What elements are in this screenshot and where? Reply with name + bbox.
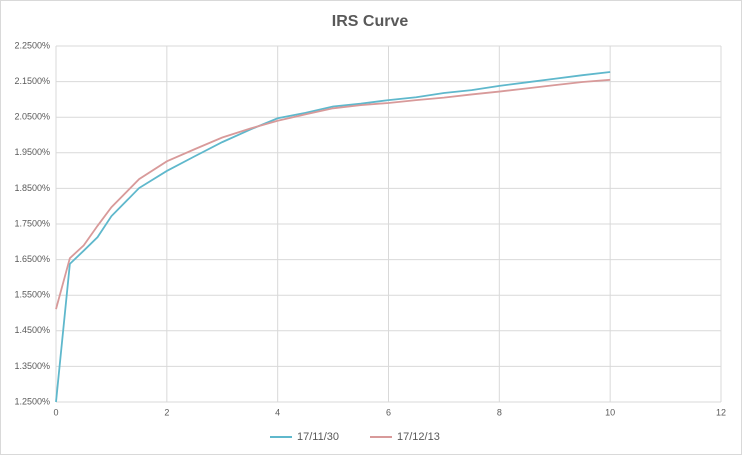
y-tick-label: 1.2500% — [14, 396, 50, 406]
y-tick-label: 2.2500% — [14, 40, 50, 50]
legend-label: 17/12/13 — [397, 431, 440, 443]
x-tick-label: 0 — [53, 407, 58, 417]
x-tick-label: 8 — [497, 407, 502, 417]
y-tick-label: 1.7500% — [14, 218, 50, 228]
legend-label: 17/11/30 — [297, 431, 339, 443]
y-tick-label: 1.3500% — [14, 361, 50, 371]
chart-frame — [0, 0, 742, 455]
y-tick-label: 2.1500% — [14, 76, 50, 86]
y-tick-label: 1.6500% — [14, 254, 50, 264]
y-tick-label: 1.4500% — [14, 325, 50, 335]
series-line — [55, 78, 611, 310]
y-tick-label: 1.9500% — [14, 147, 50, 157]
x-tick-label: 2 — [164, 407, 169, 417]
chart-title: IRS Curve — [332, 13, 409, 30]
y-tick-label: 1.8500% — [14, 183, 50, 193]
y-tick-label: 2.0500% — [14, 112, 50, 122]
y-tick-label: 1.5500% — [14, 290, 50, 300]
x-tick-label: 4 — [275, 407, 280, 417]
x-tick-label: 6 — [386, 407, 391, 417]
x-tick-label: 10 — [605, 407, 615, 417]
series-line — [55, 71, 611, 403]
x-tick-label: 12 — [716, 407, 726, 417]
